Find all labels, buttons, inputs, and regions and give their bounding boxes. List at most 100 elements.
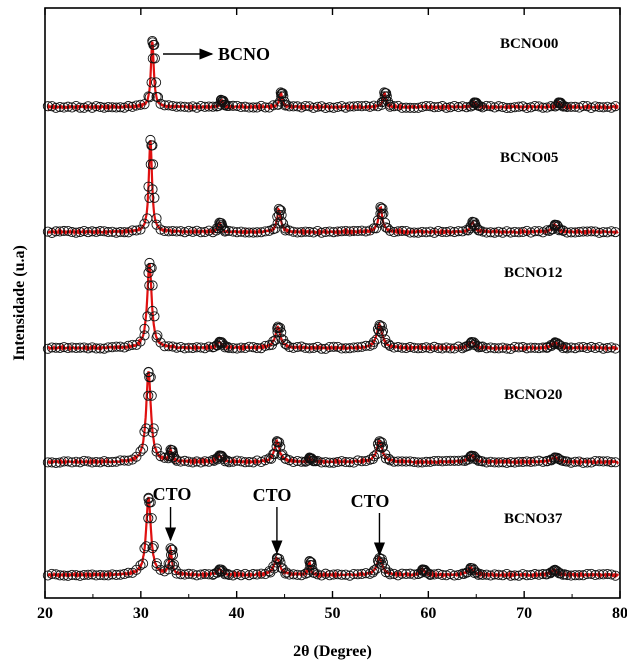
data-point [50,342,61,353]
data-point [401,456,412,467]
data-point [582,457,593,468]
peak-point [555,568,566,579]
data-point [167,100,178,112]
data-point [256,100,267,112]
data-point [449,100,460,112]
data-point [352,100,363,112]
data-point [288,342,299,353]
data-point [352,455,363,466]
data-point [493,226,504,237]
data-point [417,226,428,237]
data-point [574,226,585,237]
data-point [425,456,436,467]
data-point [83,227,94,238]
data-point [441,455,452,466]
peak-point [143,390,154,401]
data-point [83,456,94,467]
data-point [236,570,247,581]
data-point [594,569,605,580]
peak-point [474,568,486,579]
peak-point [152,92,164,103]
data-point [87,226,98,237]
data-point [260,226,271,237]
data-point [316,457,327,468]
data-point [147,305,158,317]
data-point [324,570,335,581]
data-point [119,568,130,580]
data-point [360,340,371,351]
data-point [489,343,500,354]
data-point [533,343,544,354]
data-point [163,226,174,237]
data-point [517,342,528,353]
data-point [570,101,581,112]
data-point [159,100,170,111]
data-point [91,456,102,468]
data-point [50,457,61,468]
data-point [441,102,452,113]
peak-point [276,209,287,221]
data-point [505,227,516,238]
data-point [75,226,86,238]
data-point [336,101,347,112]
data-point [103,101,114,113]
data-point [203,341,214,352]
data-point [179,227,190,238]
peak-point [141,541,152,552]
data-point [529,226,540,237]
peak-point [149,192,160,203]
data-point [175,226,186,237]
data-point [409,102,420,113]
data-point [155,337,166,348]
peak-point [170,454,181,465]
data-point [525,227,536,238]
data-point [517,569,528,580]
data-point [244,457,255,468]
data-point [578,341,589,353]
data-point [66,342,78,353]
data-point [236,102,247,113]
data-point [199,101,210,112]
data-point [348,225,359,236]
observed-markers-bcno20 [42,366,621,468]
data-point [143,267,154,278]
data-point [356,568,367,579]
data-point [280,568,291,579]
peak-point [167,447,179,458]
data-point [421,456,432,467]
data-point [332,456,343,468]
series-label-bcno37: BCNO37 [504,511,563,527]
data-point [421,227,432,238]
data-point [489,227,500,238]
data-point [46,342,57,353]
data-point [356,101,367,112]
data-point [179,569,190,580]
data-point [103,570,114,581]
series-bcno37 [42,492,621,581]
data-point [195,457,206,468]
data-point [521,343,532,354]
peak-point [142,311,153,322]
data-point [248,342,259,353]
data-point [195,569,206,580]
x-tick-label: 80 [612,605,627,622]
data-point [50,569,61,580]
data-point [392,342,404,353]
data-point [183,456,194,467]
data-point [71,456,82,467]
data-point [248,227,259,238]
data-point [409,569,420,580]
data-point [582,343,593,354]
peak-point [147,280,158,291]
data-point [191,456,202,467]
data-point [598,343,609,354]
data-point [493,457,504,468]
peak-point [474,225,485,236]
x-axis-title: 2θ (Degree) [293,643,372,660]
data-point [578,457,589,468]
data-point [602,227,613,238]
data-point [244,570,255,581]
data-point [340,569,351,580]
annotation-cto-3: CTO [351,491,389,557]
data-point [501,102,512,114]
